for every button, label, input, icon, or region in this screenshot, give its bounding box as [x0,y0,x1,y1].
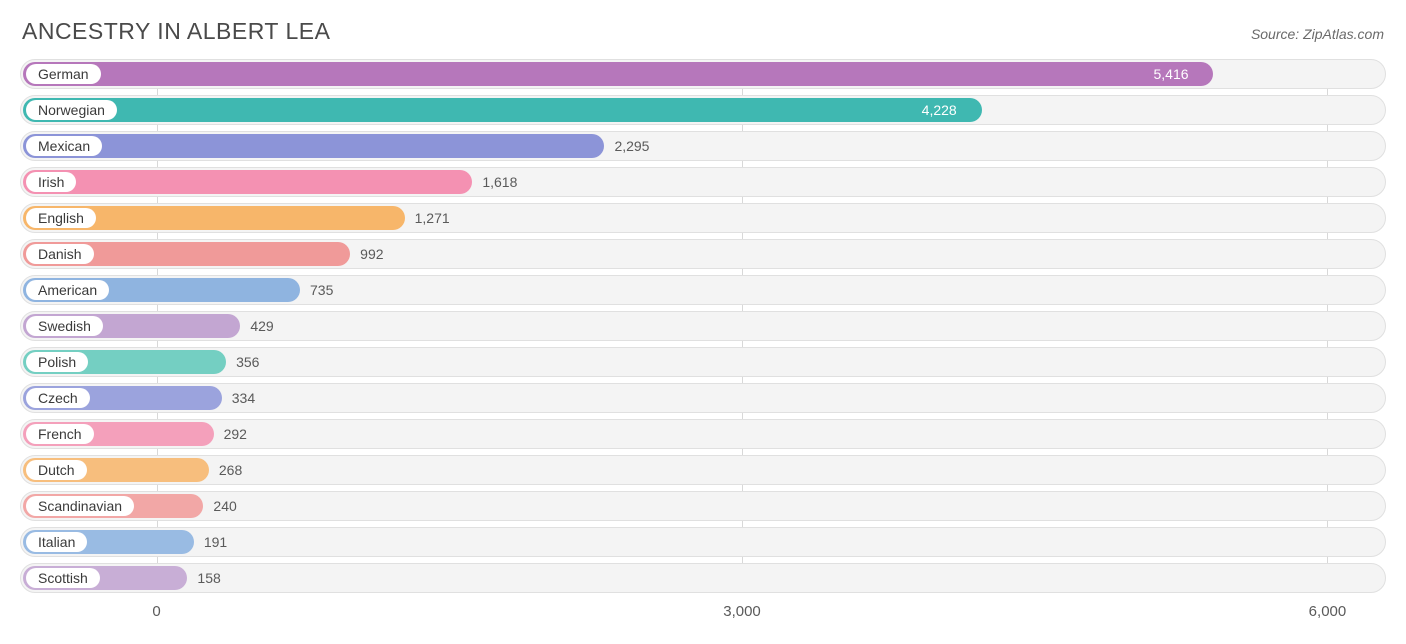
bar-value: 5,416 [1153,59,1188,89]
bar-row: Polish 356 [20,347,1386,377]
bar-row: Czech 334 [20,383,1386,413]
x-axis-label: 6,000 [1309,603,1347,620]
bar-row: Dutch 268 [20,455,1386,485]
bar-row: Irish 1,618 [20,167,1386,197]
bar-row: German 5,416 [20,59,1386,89]
bar-value: 735 [310,275,333,305]
bar-row: Mexican 2,295 [20,131,1386,161]
bar-value: 334 [232,383,255,413]
chart-area: German 5,416 Norwegian 4,228 Mexican 2,295 Iri… [20,59,1386,593]
bar-label: Czech [26,388,90,408]
bar-fill [23,62,1213,86]
bar-label: Mexican [26,136,102,156]
bar-label: French [26,424,94,444]
bar-value: 2,295 [614,131,649,161]
bar-value: 268 [219,455,242,485]
bar-value: 292 [224,419,247,449]
bar-track [20,563,1386,593]
bar-label: Irish [26,172,76,192]
bar-row: Norwegian 4,228 [20,95,1386,125]
bar-value: 191 [204,527,227,557]
bar-value: 1,271 [415,203,450,233]
bar-value: 429 [250,311,273,341]
bar-row: Italian 191 [20,527,1386,557]
bar-label: Scottish [26,568,100,588]
bar-fill [23,134,604,158]
x-axis: 0 3,000 6,000 [20,599,1386,627]
bar-value: 240 [213,491,236,521]
bar-label: Dutch [26,460,87,480]
bar-label: Swedish [26,316,103,336]
bar-row: Danish 992 [20,239,1386,269]
x-axis-label: 3,000 [723,603,761,620]
bar-label: Polish [26,352,88,372]
bar-label: Italian [26,532,87,552]
chart-header: ANCESTRY IN ALBERT LEA Source: ZipAtlas.… [20,18,1386,45]
bar-row: French 292 [20,419,1386,449]
bar-row: American 735 [20,275,1386,305]
bar-value: 1,618 [482,167,517,197]
x-axis-label: 0 [152,603,160,620]
chart-title: ANCESTRY IN ALBERT LEA [22,18,330,45]
bar-label: Norwegian [26,100,117,120]
bar-value: 4,228 [922,95,957,125]
bar-fill [23,170,472,194]
bar-value: 992 [360,239,383,269]
bar-value: 158 [197,563,220,593]
bar-track [20,383,1386,413]
bar-label: Scandinavian [26,496,134,516]
chart-source: Source: ZipAtlas.com [1251,26,1384,42]
bar-label: American [26,280,109,300]
bar-fill [23,98,982,122]
bar-label: German [26,64,101,84]
bar-row: Scandinavian 240 [20,491,1386,521]
bar-value: 356 [236,347,259,377]
bar-row: Swedish 429 [20,311,1386,341]
bar-row: English 1,271 [20,203,1386,233]
bar-label: Danish [26,244,94,264]
bar-label: English [26,208,96,228]
bar-row: Scottish 158 [20,563,1386,593]
